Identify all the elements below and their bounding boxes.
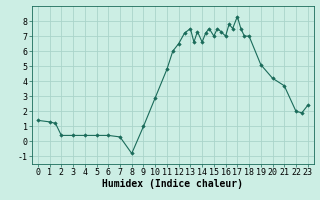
X-axis label: Humidex (Indice chaleur): Humidex (Indice chaleur) bbox=[102, 179, 243, 189]
